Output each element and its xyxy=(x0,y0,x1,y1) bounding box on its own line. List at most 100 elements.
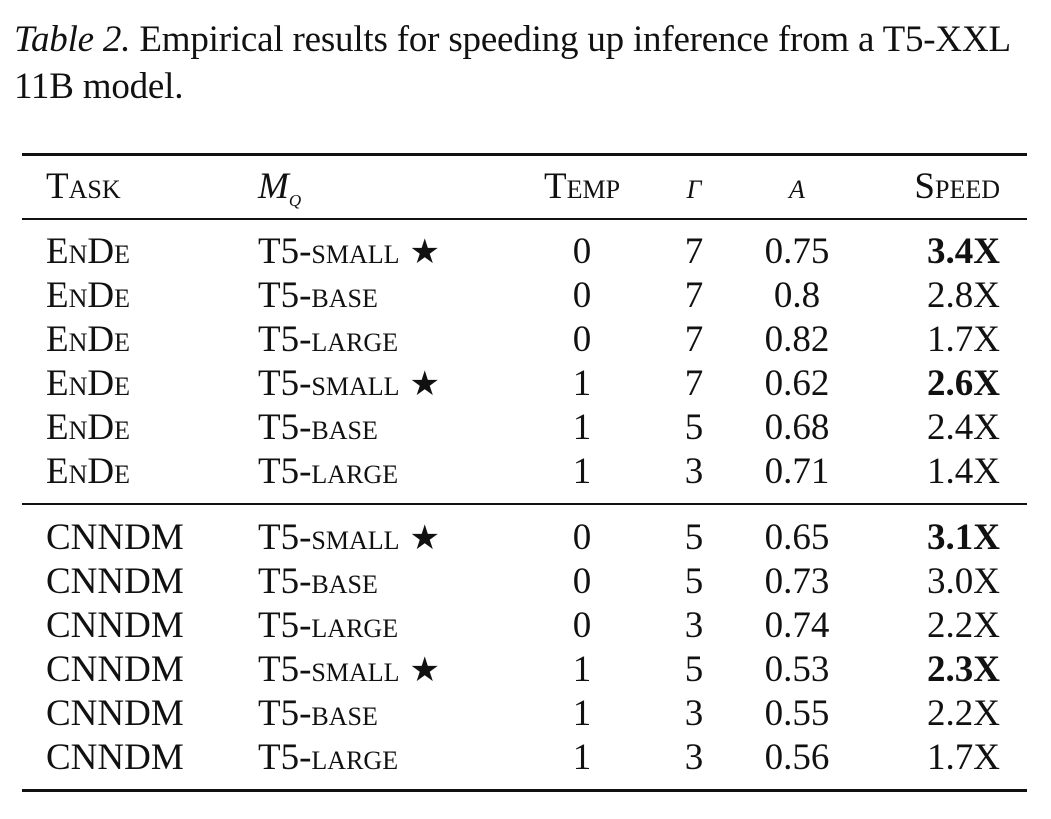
table-top-rule xyxy=(22,153,1027,156)
cell-model: T5-small ★ xyxy=(258,362,440,406)
cell-task: CNNDM xyxy=(46,561,184,602)
cell-alpha: 0.56 xyxy=(764,737,830,778)
cell-gamma: 5 xyxy=(684,649,704,690)
cell-speed: 2.4X xyxy=(927,407,1000,448)
cell-alpha: 0.68 xyxy=(764,407,830,448)
cell-task: EnDe xyxy=(46,451,130,492)
cell-speed: 2.2X xyxy=(927,605,1000,646)
table-group-separator xyxy=(22,503,1027,505)
cell-alpha: 0.8 xyxy=(773,275,821,316)
cell-task: EnDe xyxy=(46,231,130,272)
cell-speed: 2.6X xyxy=(927,363,1000,404)
table-header-row: Task Mq Temp γ α Speed xyxy=(0,165,1051,212)
model-name: T5-base xyxy=(258,407,378,448)
model-name: T5-base xyxy=(258,275,378,316)
cell-gamma: 7 xyxy=(684,319,704,360)
model-name: T5-base xyxy=(258,561,378,602)
cell-model: T5-base xyxy=(258,560,378,604)
cell-model: T5-base xyxy=(258,692,378,736)
model-name: T5-small xyxy=(258,231,400,272)
cell-alpha: 0.71 xyxy=(764,451,830,492)
cell-temp: 1 xyxy=(572,693,592,734)
table-row: CNNDM T5-large 1 3 0.56 1.7X xyxy=(0,736,1051,780)
cell-task: CNNDM xyxy=(46,737,184,778)
cell-alpha: 0.74 xyxy=(764,605,830,646)
header-task: Task xyxy=(46,166,121,207)
model-name: T5-base xyxy=(258,693,378,734)
table-row: CNNDM T5-base 0 5 0.73 3.0X xyxy=(0,560,1051,604)
cell-gamma: 5 xyxy=(684,407,704,448)
model-name: T5-large xyxy=(258,737,399,778)
star-icon: ★ xyxy=(409,364,441,404)
cell-gamma: 3 xyxy=(684,605,704,646)
model-name: T5-small xyxy=(258,517,400,558)
cell-temp: 0 xyxy=(572,517,592,558)
cell-model: T5-large xyxy=(258,450,398,494)
header-gamma: γ xyxy=(686,166,702,207)
cell-task: CNNDM xyxy=(46,605,184,646)
table-row: CNNDM T5-large 0 3 0.74 2.2X xyxy=(0,604,1051,648)
cell-temp: 1 xyxy=(572,649,592,690)
header-temp: Temp xyxy=(543,166,621,207)
cell-alpha: 0.55 xyxy=(764,693,830,734)
cell-model: T5-small ★ xyxy=(258,230,440,274)
table-row: EnDe T5-large 0 7 0.82 1.7X xyxy=(0,318,1051,362)
table-caption: Table 2. Empirical results for speeding … xyxy=(14,16,1044,110)
header-model: Mq xyxy=(258,165,301,213)
star-icon: ★ xyxy=(409,650,441,690)
cell-speed: 1.4X xyxy=(927,451,1000,492)
table-row: EnDe T5-base 0 7 0.8 2.8X xyxy=(0,274,1051,318)
cell-speed: 1.7X xyxy=(927,319,1000,360)
cell-gamma: 3 xyxy=(684,693,704,734)
cell-alpha: 0.82 xyxy=(764,319,830,360)
table-row: EnDe T5-small ★ 1 7 0.62 2.6X xyxy=(0,362,1051,406)
table-bottom-rule xyxy=(22,789,1027,792)
cell-gamma: 5 xyxy=(684,517,704,558)
cell-temp: 0 xyxy=(572,275,592,316)
cell-gamma: 7 xyxy=(684,231,704,272)
model-name: T5-small xyxy=(258,649,400,690)
table-header-rule xyxy=(22,218,1027,220)
cell-alpha: 0.75 xyxy=(764,231,830,272)
cell-model: T5-small ★ xyxy=(258,516,440,560)
cell-model: T5-small ★ xyxy=(258,648,440,692)
cell-temp: 0 xyxy=(572,561,592,602)
cell-task: CNNDM xyxy=(46,693,184,734)
header-model-base: M xyxy=(258,166,289,207)
table-row: EnDe T5-base 1 5 0.68 2.4X xyxy=(0,406,1051,450)
cell-task: CNNDM xyxy=(46,517,184,558)
cell-temp: 1 xyxy=(572,407,592,448)
cell-speed: 1.7X xyxy=(927,737,1000,778)
cell-task: EnDe xyxy=(46,319,130,360)
cell-speed: 3.1X xyxy=(927,517,1000,558)
model-name: T5-large xyxy=(258,605,399,646)
table-row: EnDe T5-large 1 3 0.71 1.4X xyxy=(0,450,1051,494)
star-icon: ★ xyxy=(409,518,441,558)
cell-alpha: 0.53 xyxy=(764,649,830,690)
cell-temp: 0 xyxy=(572,231,592,272)
table-row: CNNDM T5-small ★ 0 5 0.65 3.1X xyxy=(0,516,1051,560)
cell-alpha: 0.73 xyxy=(764,561,830,602)
cell-speed: 3.4X xyxy=(927,231,1000,272)
cell-alpha: 0.65 xyxy=(764,517,830,558)
cell-speed: 2.3X xyxy=(927,649,1000,690)
cell-gamma: 3 xyxy=(684,737,704,778)
cell-speed: 2.8X xyxy=(927,275,1000,316)
header-model-sub: q xyxy=(288,186,302,212)
header-speed: Speed xyxy=(914,166,1000,207)
cell-speed: 2.2X xyxy=(927,693,1000,734)
cell-temp: 1 xyxy=(572,451,592,492)
cell-temp: 1 xyxy=(572,363,592,404)
cell-temp: 1 xyxy=(572,737,592,778)
cell-task: EnDe xyxy=(46,363,130,404)
cell-temp: 0 xyxy=(572,605,592,646)
cell-model: T5-large xyxy=(258,736,398,780)
cell-task: EnDe xyxy=(46,275,130,316)
table-row: CNNDM T5-base 1 3 0.55 2.2X xyxy=(0,692,1051,736)
cell-gamma: 3 xyxy=(684,451,704,492)
model-name: T5-small xyxy=(258,363,400,404)
cell-temp: 0 xyxy=(572,319,592,360)
cell-model: T5-base xyxy=(258,274,378,318)
cell-model: T5-large xyxy=(258,604,398,648)
header-alpha: α xyxy=(789,166,805,207)
